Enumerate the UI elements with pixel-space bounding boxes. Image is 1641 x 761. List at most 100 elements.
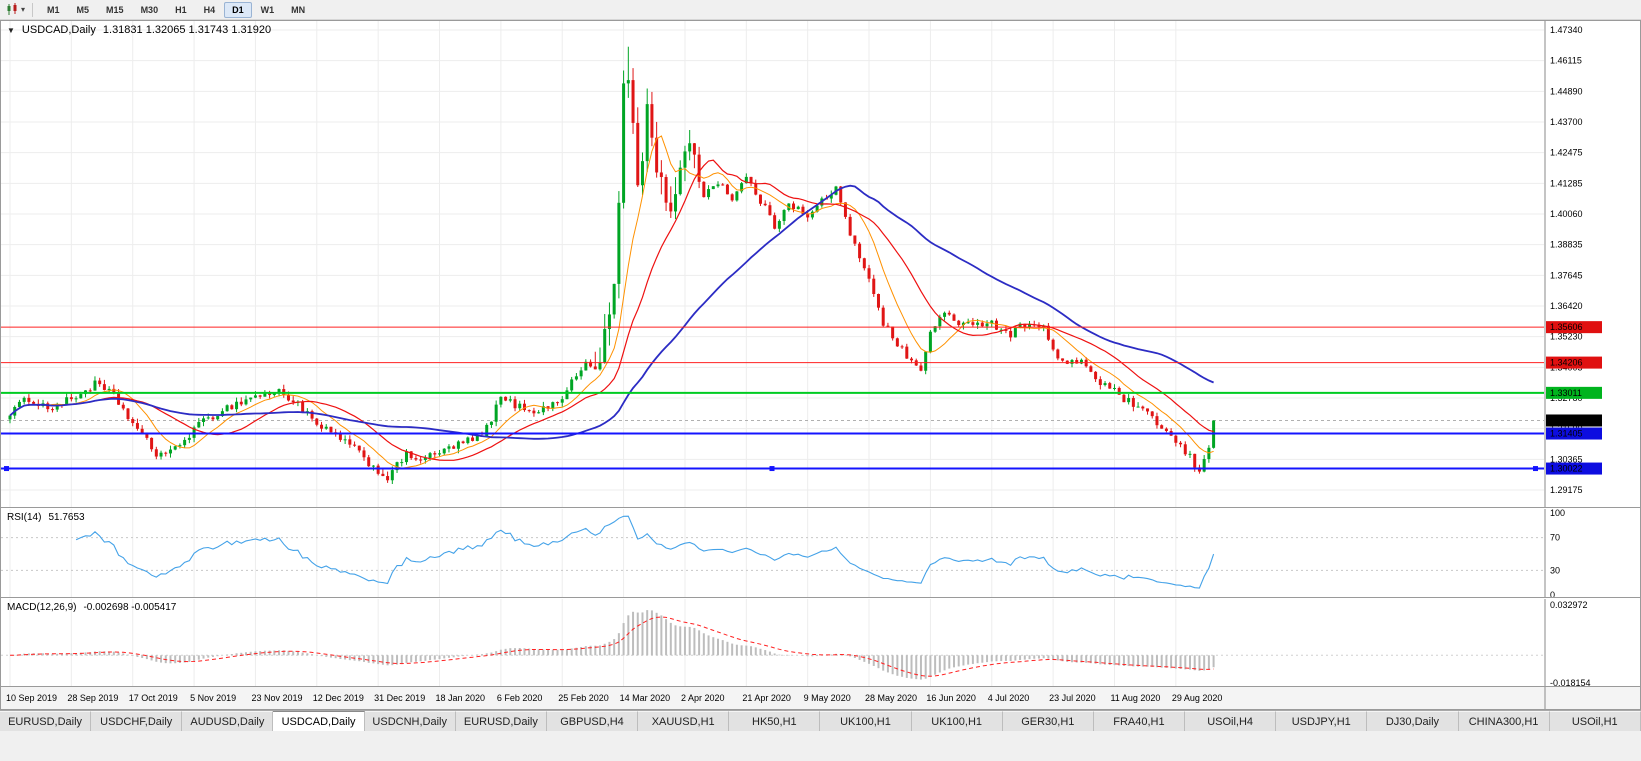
candle-body bbox=[773, 215, 777, 229]
chart-tab-usoil-h4[interactable]: USOil,H4 bbox=[1185, 711, 1277, 731]
timeframe-button-m15[interactable]: M15 bbox=[106, 4, 124, 15]
chart-tab-uk100-h1[interactable]: UK100,H1 bbox=[911, 711, 1003, 731]
chart-tab-uk100-h1[interactable]: UK100,H1 bbox=[820, 711, 912, 731]
candle-body bbox=[362, 450, 366, 458]
candle-body bbox=[8, 415, 12, 420]
candle-body bbox=[556, 402, 560, 404]
candle-body bbox=[843, 202, 847, 217]
chart-tab-gbpusd-h4[interactable]: GBPUSD,H4 bbox=[546, 711, 639, 731]
candle-body bbox=[796, 206, 800, 210]
chart-tab-fra40-h1[interactable]: FRA40,H1 bbox=[1093, 711, 1186, 731]
chart-tab-china300-h1[interactable]: CHINA300,H1 bbox=[1458, 711, 1550, 731]
price-badge-label: 1.31920 bbox=[1550, 415, 1583, 425]
candle-body bbox=[895, 338, 899, 347]
timeframe-button-m1[interactable]: M1 bbox=[47, 4, 60, 15]
candle-body bbox=[249, 397, 253, 400]
chart-tab-dj30-daily[interactable]: DJ30,Daily bbox=[1367, 711, 1459, 731]
candle-body bbox=[433, 453, 437, 455]
date-axis-label: 28 May 2020 bbox=[865, 693, 917, 703]
candle-body bbox=[612, 283, 616, 315]
chart-type-icon[interactable]: ▾ bbox=[3, 2, 28, 17]
candle-body bbox=[1094, 371, 1098, 380]
candle-body bbox=[1122, 394, 1126, 403]
candle-body bbox=[154, 449, 158, 457]
date-axis-label: 23 Nov 2019 bbox=[251, 693, 302, 703]
macd-axis-label: -0.018154 bbox=[1550, 678, 1591, 688]
price-axis-label: 1.29175 bbox=[1550, 485, 1583, 495]
candle-body bbox=[258, 395, 262, 397]
price-chart-svg[interactable]: 1.47340 1.46115 1.44890 1.43700 1.42475 1.412… bbox=[0, 20, 1641, 710]
candle-body bbox=[1013, 327, 1017, 338]
price-axis-label: 1.35230 bbox=[1550, 332, 1583, 342]
candle-body bbox=[211, 417, 215, 420]
date-axis-label: 2 Apr 2020 bbox=[681, 693, 725, 703]
timeframe-button-h4[interactable]: H4 bbox=[203, 4, 216, 15]
candle-body bbox=[688, 143, 692, 152]
candle-body bbox=[980, 322, 984, 327]
candle-body bbox=[50, 409, 54, 411]
chart-tab-usdcnh-daily[interactable]: USDCNH,Daily bbox=[364, 711, 456, 731]
candle-body bbox=[546, 406, 550, 409]
candle-body bbox=[69, 397, 73, 400]
timeframe-button-w1[interactable]: W1 bbox=[260, 4, 275, 15]
candle-body bbox=[32, 401, 36, 404]
chart-tab-eurusd-daily[interactable]: EURUSD,Daily bbox=[455, 711, 547, 731]
line-drag-handle[interactable] bbox=[1533, 466, 1538, 472]
timeframe-button-m30[interactable]: M30 bbox=[140, 4, 159, 15]
candle-body bbox=[1046, 325, 1050, 340]
chart-tab-eurusd-daily[interactable]: EURUSD,Daily bbox=[0, 711, 92, 731]
candle-body bbox=[994, 320, 998, 330]
candle-body bbox=[235, 401, 239, 410]
candle-body bbox=[867, 268, 871, 279]
chart-tab-xauusd-h1[interactable]: XAUUSD,H1 bbox=[638, 711, 730, 731]
candle-body bbox=[216, 416, 220, 420]
price-badge bbox=[1546, 414, 1602, 427]
timeframe-button-h1[interactable]: H1 bbox=[175, 4, 187, 15]
candle-body bbox=[409, 451, 413, 459]
chart-region[interactable]: 1.47340 1.46115 1.44890 1.43700 1.42475 1.412… bbox=[0, 20, 1641, 710]
price-axis-label: 1.43700 bbox=[1550, 117, 1583, 127]
timeframe-button-m5[interactable]: M5 bbox=[76, 4, 90, 15]
macd-panel[interactable] bbox=[1, 610, 1544, 680]
candle-body bbox=[919, 365, 923, 371]
chart-tab-usdjpy-h1[interactable]: USDJPY,H1 bbox=[1276, 711, 1368, 731]
candle-body bbox=[159, 452, 163, 457]
chart-tab-hk50-h1[interactable]: HK50,H1 bbox=[729, 711, 821, 731]
candle-body bbox=[560, 399, 564, 403]
candle-body bbox=[168, 449, 172, 454]
candle-body bbox=[758, 194, 762, 204]
rsi-axis-label: 30 bbox=[1550, 565, 1560, 575]
timeframe-button-d1[interactable]: D1 bbox=[224, 1, 252, 18]
chart-tab-usdchf-daily[interactable]: USDCHF,Daily bbox=[91, 711, 183, 731]
candle-body bbox=[1160, 425, 1164, 429]
candle-body bbox=[442, 448, 446, 454]
price-axis-label: 1.36420 bbox=[1550, 301, 1583, 311]
chart-tab-usoil-h1[interactable]: USOil,H1 bbox=[1549, 711, 1641, 731]
macd-signal-line bbox=[9, 616, 1214, 677]
rsi-line bbox=[75, 515, 1215, 589]
line-drag-handle[interactable] bbox=[4, 466, 9, 472]
candle-body bbox=[277, 389, 281, 393]
candle-body bbox=[532, 410, 536, 414]
candle-body bbox=[1075, 360, 1079, 364]
candle-body bbox=[815, 205, 819, 212]
line-drag-handle[interactable] bbox=[769, 466, 775, 472]
candle-body bbox=[669, 202, 673, 212]
rsi-panel[interactable] bbox=[1, 515, 1544, 589]
price-badge-label: 1.30022 bbox=[1550, 464, 1583, 474]
chart-tab-ger30-h1[interactable]: GER30,H1 bbox=[1002, 711, 1094, 731]
price-axis-gutter[interactable] bbox=[1545, 20, 1641, 687]
candle-body bbox=[640, 161, 644, 186]
candle-body bbox=[150, 437, 154, 450]
chart-tab-usdcad-daily[interactable]: USDCAD,Daily bbox=[273, 711, 365, 731]
chart-tab-audusd-daily[interactable]: AUDUSD,Daily bbox=[182, 711, 274, 731]
candle-body bbox=[376, 465, 380, 474]
candle-body bbox=[475, 435, 479, 441]
date-axis-label: 9 May 2020 bbox=[804, 693, 851, 703]
candle-body bbox=[985, 323, 989, 327]
candle-body bbox=[1174, 435, 1178, 443]
timeframe-button-mn[interactable]: MN bbox=[291, 4, 306, 15]
collapse-arrow-icon[interactable]: ▼ bbox=[7, 25, 15, 35]
main-price-panel[interactable] bbox=[1, 46, 1544, 484]
price-badge-label: 1.35606 bbox=[1550, 322, 1583, 332]
